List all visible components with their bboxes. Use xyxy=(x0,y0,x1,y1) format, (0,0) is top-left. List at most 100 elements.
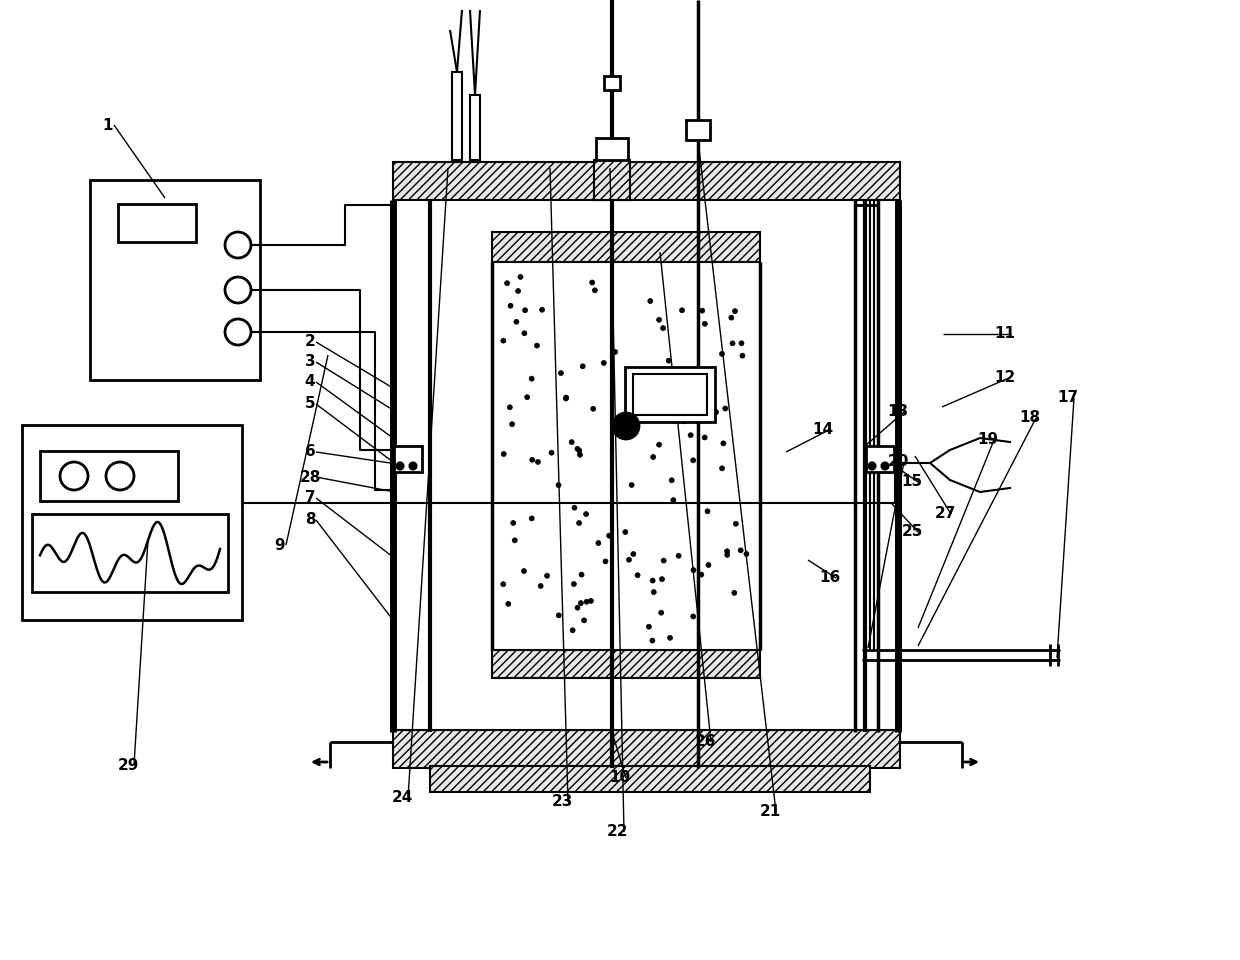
Circle shape xyxy=(636,384,641,389)
Bar xyxy=(430,766,870,792)
Circle shape xyxy=(650,578,655,583)
Circle shape xyxy=(224,319,250,345)
Text: 27: 27 xyxy=(934,507,956,521)
Circle shape xyxy=(688,433,693,438)
Circle shape xyxy=(657,318,662,323)
Circle shape xyxy=(646,624,651,629)
Text: 3: 3 xyxy=(305,354,315,370)
Bar xyxy=(393,730,900,768)
Text: 19: 19 xyxy=(977,433,998,447)
Text: 16: 16 xyxy=(820,570,841,586)
Circle shape xyxy=(719,466,724,470)
Circle shape xyxy=(681,419,686,423)
Circle shape xyxy=(511,520,516,525)
Circle shape xyxy=(557,612,562,618)
Circle shape xyxy=(706,563,711,567)
Circle shape xyxy=(409,463,417,469)
Bar xyxy=(632,374,707,415)
Circle shape xyxy=(680,308,684,313)
Circle shape xyxy=(580,364,585,369)
Circle shape xyxy=(732,590,737,595)
Circle shape xyxy=(603,559,608,564)
Text: 21: 21 xyxy=(759,804,781,820)
Circle shape xyxy=(529,376,534,381)
Circle shape xyxy=(556,483,560,488)
Bar xyxy=(32,514,228,592)
Circle shape xyxy=(660,577,665,582)
Circle shape xyxy=(575,605,580,611)
Circle shape xyxy=(529,457,534,463)
Circle shape xyxy=(724,549,729,554)
Circle shape xyxy=(501,451,506,457)
Bar xyxy=(866,446,894,472)
Circle shape xyxy=(572,582,577,587)
Circle shape xyxy=(512,538,517,542)
Circle shape xyxy=(569,440,574,444)
Circle shape xyxy=(506,601,511,607)
Circle shape xyxy=(596,540,601,545)
Circle shape xyxy=(733,308,738,314)
Circle shape xyxy=(702,435,707,440)
Bar xyxy=(594,160,630,200)
Circle shape xyxy=(224,277,250,303)
Circle shape xyxy=(671,497,676,503)
Circle shape xyxy=(501,338,506,343)
Text: 13: 13 xyxy=(888,404,909,420)
Circle shape xyxy=(675,371,680,375)
Bar xyxy=(625,367,715,422)
Bar xyxy=(492,650,760,678)
Circle shape xyxy=(529,516,534,521)
Circle shape xyxy=(738,548,743,553)
Circle shape xyxy=(723,406,728,411)
Circle shape xyxy=(724,552,730,558)
Circle shape xyxy=(651,589,656,594)
Circle shape xyxy=(505,280,510,286)
Circle shape xyxy=(651,454,656,460)
Circle shape xyxy=(699,572,704,577)
Text: 23: 23 xyxy=(552,795,573,809)
Circle shape xyxy=(589,598,594,604)
Bar xyxy=(393,162,900,200)
Circle shape xyxy=(590,406,595,411)
Circle shape xyxy=(739,341,744,346)
Circle shape xyxy=(516,289,521,294)
Circle shape xyxy=(606,533,611,539)
Text: 25: 25 xyxy=(901,524,923,540)
Text: 5: 5 xyxy=(305,396,315,412)
Circle shape xyxy=(522,568,527,573)
Circle shape xyxy=(626,557,631,563)
Circle shape xyxy=(691,614,696,619)
Circle shape xyxy=(691,567,696,572)
Circle shape xyxy=(563,396,568,401)
Circle shape xyxy=(706,509,711,514)
Circle shape xyxy=(629,380,634,385)
Circle shape xyxy=(676,553,681,559)
Circle shape xyxy=(539,307,544,312)
Circle shape xyxy=(667,636,672,640)
Circle shape xyxy=(691,458,696,463)
Circle shape xyxy=(105,462,134,490)
Circle shape xyxy=(538,584,543,588)
Text: 15: 15 xyxy=(901,474,923,490)
Circle shape xyxy=(513,320,518,324)
Bar xyxy=(91,180,260,380)
Circle shape xyxy=(582,618,587,623)
Text: 18: 18 xyxy=(1019,411,1040,425)
Circle shape xyxy=(577,448,582,453)
Text: 20: 20 xyxy=(888,454,909,469)
Circle shape xyxy=(740,353,745,358)
Circle shape xyxy=(882,463,889,469)
Text: 4: 4 xyxy=(305,374,315,390)
Circle shape xyxy=(570,628,575,633)
Circle shape xyxy=(613,349,618,354)
Text: 26: 26 xyxy=(694,734,715,750)
Text: 8: 8 xyxy=(305,513,315,527)
Circle shape xyxy=(397,463,403,469)
Circle shape xyxy=(575,446,580,451)
Text: 24: 24 xyxy=(392,790,413,805)
Bar xyxy=(394,446,422,472)
Circle shape xyxy=(577,520,582,525)
Circle shape xyxy=(729,315,734,320)
Circle shape xyxy=(584,599,589,604)
Circle shape xyxy=(650,638,655,643)
